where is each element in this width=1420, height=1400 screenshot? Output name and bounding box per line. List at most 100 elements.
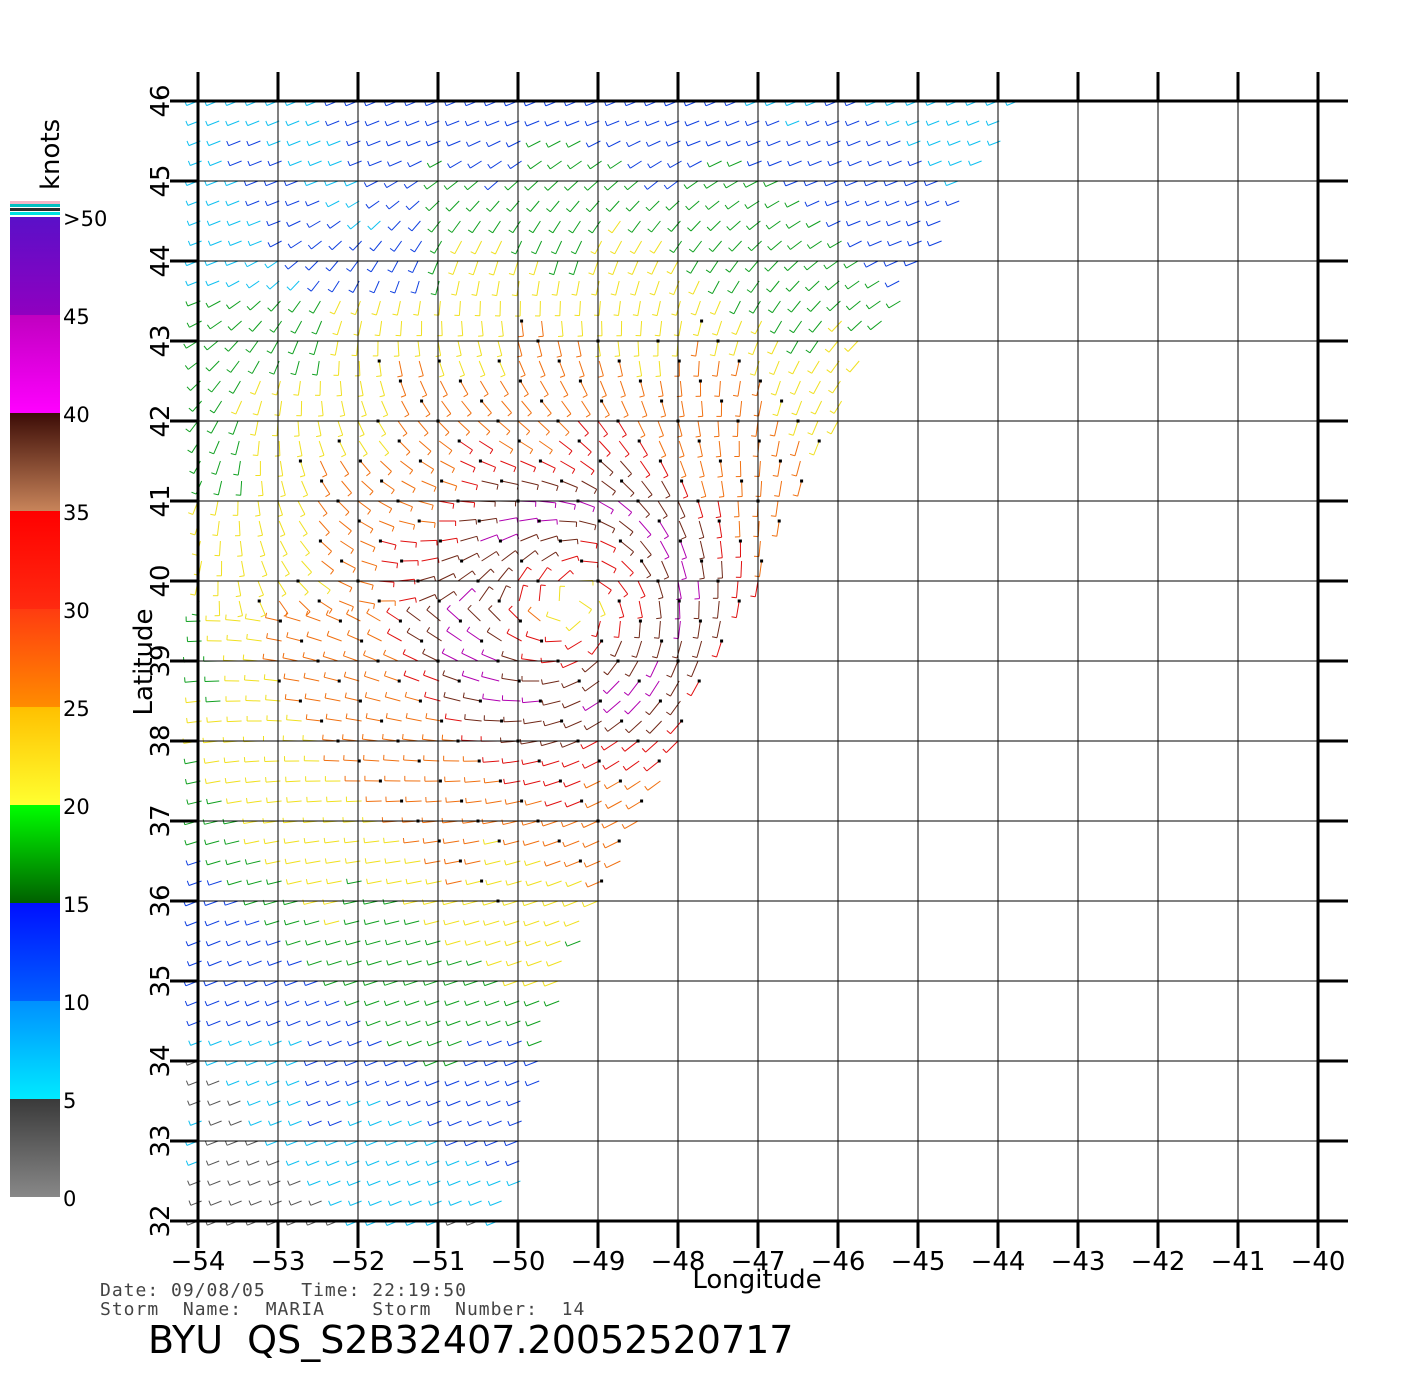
wind-barb-feather xyxy=(324,858,327,864)
wind-barb xyxy=(466,630,482,642)
rain-flag xyxy=(457,439,461,443)
wind-barb xyxy=(247,1080,260,1086)
wind-barb-feather xyxy=(630,492,635,498)
wind-barb-feather xyxy=(465,1101,469,1107)
wind-barb xyxy=(586,120,600,127)
wind-barb-feather xyxy=(383,919,386,925)
wind-barb xyxy=(731,280,740,294)
wind-barb xyxy=(209,960,222,967)
wind-barb-feather xyxy=(789,391,795,395)
rain-flag xyxy=(618,779,622,783)
wind-barb-feather xyxy=(311,331,317,335)
wind-barb-feather xyxy=(649,250,655,254)
wind-barb-feather xyxy=(785,287,790,292)
wind-barb-feather xyxy=(266,879,269,885)
wind-barb-feather xyxy=(446,1040,450,1046)
wind-barb-feather xyxy=(666,711,671,716)
wind-barb-feather xyxy=(806,140,810,146)
wind-barb xyxy=(605,760,620,770)
wind-barb xyxy=(239,540,243,556)
wind-barb-feather xyxy=(652,314,658,317)
wind-barb xyxy=(297,580,309,593)
wind-barb xyxy=(488,1040,502,1047)
wind-barb-feather xyxy=(863,262,867,268)
wind-barb xyxy=(206,920,220,927)
wind-barb-feather xyxy=(402,649,406,655)
wind-barb xyxy=(449,1120,462,1127)
wind-barb xyxy=(607,180,619,191)
wind-barb xyxy=(347,1020,361,1027)
wind-barb xyxy=(207,940,221,947)
rain-flag xyxy=(500,719,504,723)
wind-barb xyxy=(729,260,739,273)
wind-barb-feather xyxy=(227,1100,230,1106)
wind-barb-feather xyxy=(207,1100,210,1106)
wind-barb xyxy=(710,220,721,231)
wind-barb xyxy=(487,180,499,191)
wind-barb-feather xyxy=(503,1060,507,1066)
wind-barb-feather xyxy=(246,797,248,804)
product-title: BYU QS_S2B32407.20052520717 xyxy=(148,1318,794,1362)
wind-barb xyxy=(519,380,529,395)
wind-barb-feather xyxy=(668,292,674,296)
wind-barb-feather xyxy=(704,121,708,127)
wind-barb-feather xyxy=(843,180,847,186)
wind-barb-feather xyxy=(265,1080,269,1086)
wind-barb xyxy=(305,920,320,926)
wind-barb-feather xyxy=(381,433,386,437)
wind-barb xyxy=(648,140,661,147)
wind-barb-feather xyxy=(563,394,569,398)
wind-barb xyxy=(563,760,580,768)
wind-barb-feather xyxy=(205,302,209,308)
wind-barb xyxy=(258,600,266,616)
wind-barb-feather xyxy=(439,374,445,378)
wind-barb xyxy=(926,200,940,207)
wind-barb xyxy=(406,1140,419,1146)
wind-barb-feather xyxy=(267,1180,271,1186)
wind-barb xyxy=(406,180,419,189)
rain-flag xyxy=(777,519,781,523)
wind-barb xyxy=(301,480,309,496)
wind-barb xyxy=(631,260,639,275)
wind-barb-feather xyxy=(266,220,269,226)
wind-barb-feather xyxy=(405,939,408,945)
wind-barb-feather xyxy=(656,617,662,620)
wind-barb xyxy=(719,540,723,558)
wind-barb-feather xyxy=(365,203,370,209)
wind-barb xyxy=(245,618,261,622)
wind-barb-feather xyxy=(688,248,694,253)
wind-barb xyxy=(326,614,341,622)
wind-barb-feather xyxy=(521,759,524,765)
wind-barb-feather xyxy=(284,858,287,864)
wind-barb xyxy=(286,180,299,187)
wind-barb xyxy=(708,200,720,210)
wind-barb xyxy=(464,718,482,722)
wind-barb xyxy=(719,460,723,477)
rain-flag xyxy=(560,479,564,483)
wind-barb-feather xyxy=(685,141,689,147)
y-tick-label: 37 xyxy=(146,804,176,837)
wind-barb-feather xyxy=(227,1180,231,1186)
rain-flag xyxy=(277,679,281,683)
wind-barb xyxy=(352,240,362,251)
wind-barb xyxy=(349,1120,362,1127)
wind-barb xyxy=(285,616,301,622)
wind-barb xyxy=(259,540,266,556)
wind-barb-feather xyxy=(363,182,368,188)
wind-barb xyxy=(543,760,560,767)
wind-barb-feather xyxy=(493,467,497,473)
wind-barb-feather xyxy=(507,1120,511,1126)
wind-barb-feather xyxy=(625,207,630,212)
wind-barb-feather xyxy=(323,837,326,843)
wind-barb xyxy=(778,480,783,497)
wind-barb-feather xyxy=(226,961,230,967)
rain-flag xyxy=(720,639,724,643)
wind-barb-feather xyxy=(208,1200,212,1206)
wind-barb-feather xyxy=(669,249,674,254)
wind-barb xyxy=(369,160,382,167)
wind-barb xyxy=(402,653,419,662)
wind-barb xyxy=(679,380,683,397)
wind-barb xyxy=(358,520,374,530)
wind-barb xyxy=(561,400,572,415)
wind-barb xyxy=(368,200,380,209)
